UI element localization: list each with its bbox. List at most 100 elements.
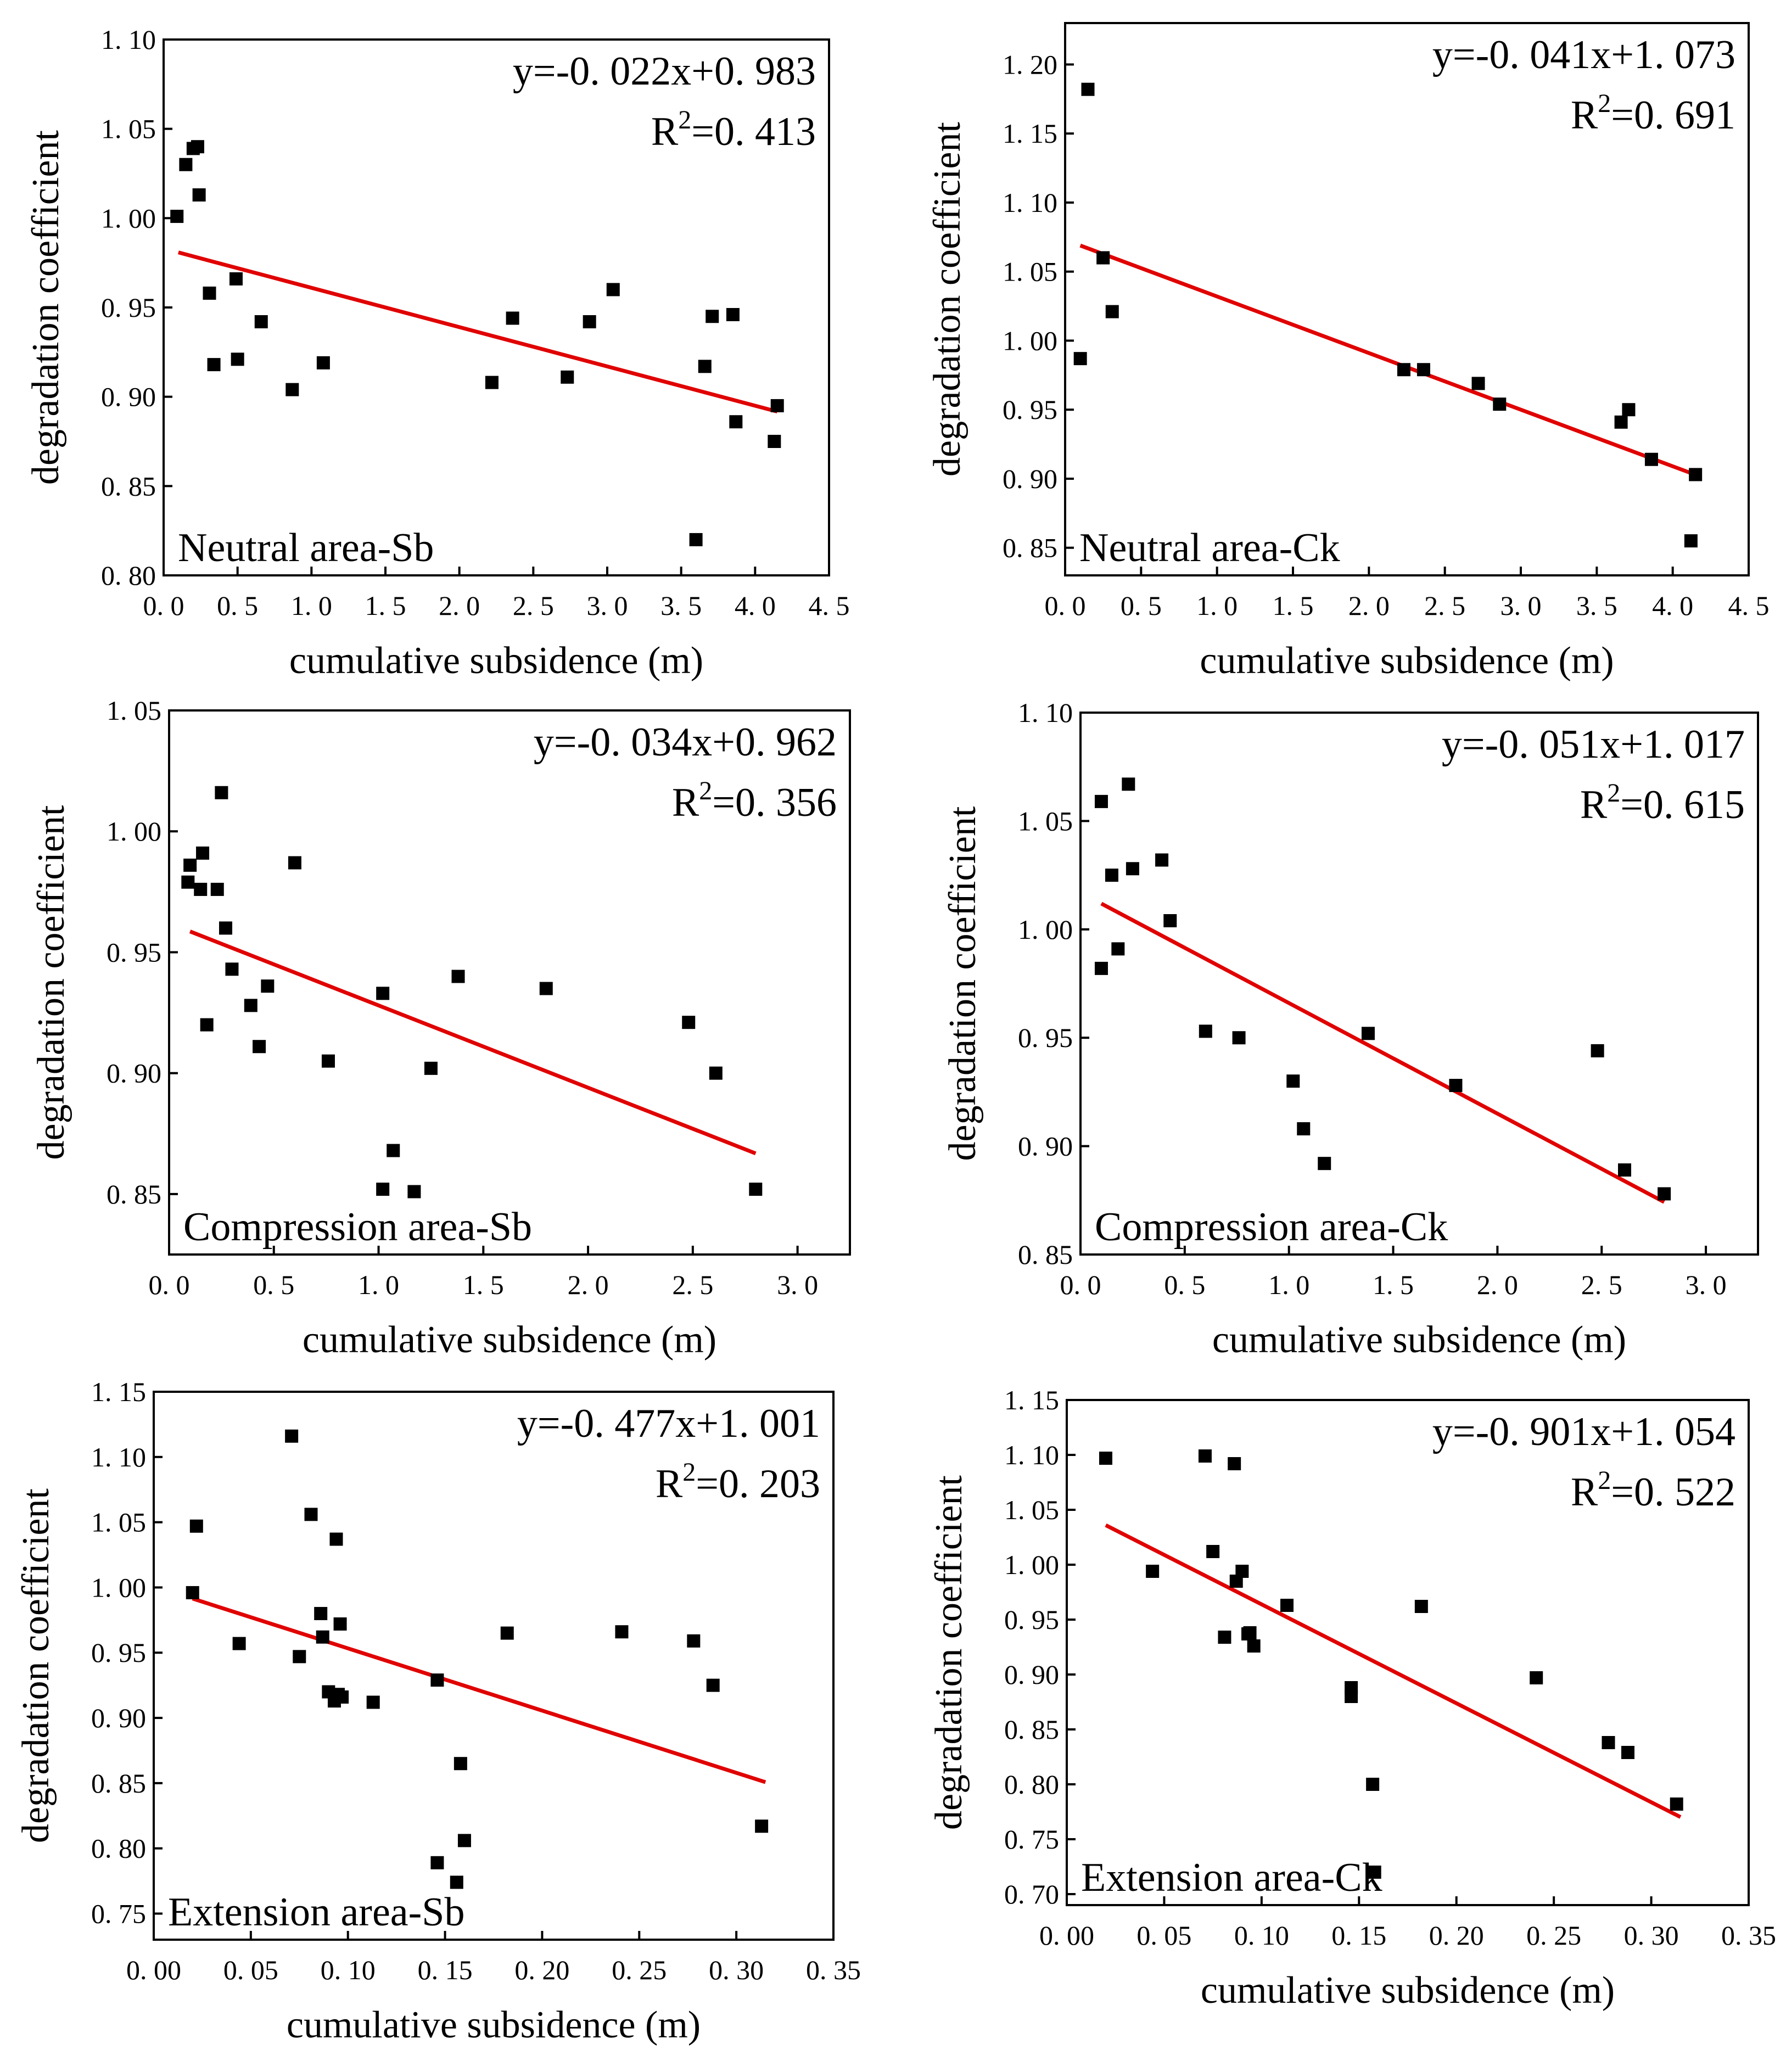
x-tick-label: 0. 30 [709, 1955, 764, 1985]
x-tick-label: 4. 5 [1728, 590, 1770, 621]
data-point [1094, 794, 1108, 808]
y-tick-label: 1. 05 [91, 1507, 146, 1538]
data-point [254, 315, 268, 329]
x-tick-label: 0. 20 [1429, 1920, 1484, 1951]
y-axis-title: degradation coefficient [926, 122, 968, 477]
data-point [1286, 1074, 1300, 1088]
data-point [1155, 853, 1169, 867]
x-axis-title: cumulative subsidence (m) [1200, 640, 1614, 682]
r-squared-symbol: R [656, 1461, 683, 1507]
r-squared-exponent: 2 [682, 1458, 696, 1487]
data-point [1414, 1600, 1428, 1613]
data-point [304, 1508, 318, 1521]
y-axis-title: degradation coefficient [30, 805, 72, 1160]
y-axis-title: degradation coefficient [25, 130, 67, 485]
x-tick-label: 0. 00 [126, 1955, 181, 1985]
y-tick-label: 0. 90 [1003, 463, 1057, 494]
data-point [706, 1678, 720, 1692]
plot-frame [1064, 22, 1750, 576]
x-tick-label: 1. 5 [1273, 590, 1314, 621]
r-squared-exponent: 2 [1598, 89, 1611, 118]
data-point [606, 283, 620, 296]
data-point [1163, 914, 1177, 928]
x-tick-label: 0. 5 [1164, 1269, 1205, 1300]
panel-extension-sb: 0. 00 0. 05 0. 10 0. 15 0. 20 0. 25 0. 30 0. 35… [15, 1376, 861, 2046]
data-point [376, 1183, 390, 1196]
data-point [689, 533, 703, 546]
data-point [726, 308, 740, 322]
x-axis-title: cumulative subsidence (m) [287, 2004, 701, 2046]
x-tick-label: 0. 0 [149, 1269, 190, 1300]
panel-neutral-sb: 0. 0 0. 5 1. 0 1. 5 2. 0 2. 5 3. 0 3. 5 4. 0 4. 5… [25, 24, 850, 682]
r-squared-symbol: R [651, 109, 679, 154]
y-tick-label: 0. 85 [101, 471, 156, 501]
data-point [229, 272, 243, 285]
y-tick-label: 1. 00 [1003, 325, 1057, 356]
r-squared-value: =0. 615 [1620, 782, 1745, 827]
x-tick-label: 0. 15 [418, 1955, 473, 1985]
data-point [1094, 961, 1108, 975]
r-squared-value: =0. 522 [1611, 1470, 1735, 1515]
y-tick-label: 1. 00 [101, 203, 156, 233]
r-squared-value: =0. 203 [696, 1461, 820, 1507]
y-tick-label: 0. 90 [107, 1058, 161, 1089]
data-point [709, 1066, 723, 1080]
r-squared-symbol: R [1580, 782, 1608, 827]
data-point [1073, 352, 1087, 366]
data-point [729, 415, 743, 429]
data-point [1218, 1631, 1231, 1644]
y-tick-label: 0. 95 [1018, 1022, 1073, 1053]
x-tick-label: 0. 00 [1039, 1920, 1094, 1951]
y-tick-label: 0. 95 [101, 292, 156, 323]
data-point [387, 1144, 400, 1157]
data-point [1644, 452, 1658, 466]
data-point [285, 383, 299, 396]
x-tick-label: 1. 5 [365, 590, 406, 621]
data-point [1105, 305, 1119, 318]
data-point [1368, 1866, 1381, 1879]
r-squared-symbol: R [1571, 1470, 1598, 1515]
x-tick-label: 2. 5 [1424, 590, 1465, 621]
x-tick-label: 2. 0 [1348, 590, 1390, 621]
y-tick-label: 0. 85 [107, 1179, 161, 1209]
x-tick-label: 0. 20 [514, 1955, 569, 1985]
x-tick-label: 4. 5 [809, 590, 850, 621]
x-tick-label: 4. 0 [1652, 590, 1693, 621]
data-point [186, 1586, 199, 1599]
y-tick-label: 0. 85 [1003, 533, 1057, 563]
r-squared: R2=0. 691 [1571, 89, 1735, 138]
data-point [1591, 1044, 1604, 1057]
r-squared-value: =0. 356 [712, 780, 837, 825]
data-point [1417, 363, 1430, 377]
data-point [583, 315, 596, 329]
x-tick-label: 3. 0 [587, 590, 628, 621]
plot-frame [153, 1391, 835, 1941]
x-tick-label: 0. 0 [1045, 590, 1086, 621]
data-point [285, 1429, 299, 1443]
regression-equation: y=-0. 022x+0. 983 [513, 49, 816, 94]
data-point [183, 858, 197, 872]
x-tick-label: 0. 25 [612, 1955, 667, 1985]
data-point [1318, 1157, 1331, 1171]
x-tick-label: 2. 5 [1581, 1269, 1622, 1300]
data-point [1146, 1565, 1160, 1578]
plot-frame [1066, 1399, 1750, 1906]
data-point [749, 1183, 763, 1196]
regression-equation: y=-0. 034x+0. 962 [534, 720, 837, 765]
panel-compression-ck: 0. 0 0. 5 1. 0 1. 5 2. 0 2. 5 3. 0 0. 85 0. 90 0.… [942, 697, 1759, 1361]
data-point [1617, 1163, 1631, 1177]
y-tick-label: 0. 90 [1018, 1131, 1073, 1162]
r-squared: R2=0. 356 [672, 776, 837, 825]
x-tick-label: 0. 5 [1121, 590, 1162, 621]
y-axis-title: degradation coefficient [928, 1475, 970, 1830]
y-tick-label: 1. 05 [1003, 256, 1057, 287]
data-point [1247, 1639, 1261, 1653]
plot-frame [168, 709, 851, 1256]
r-squared-symbol: R [1571, 93, 1598, 138]
y-tick-label: 1. 05 [1018, 805, 1073, 836]
data-point [682, 1016, 696, 1029]
y-tick-label: 1. 10 [91, 1442, 146, 1472]
y-tick-label: 0. 70 [1004, 1879, 1059, 1909]
y-tick-label: 1. 20 [1003, 49, 1057, 80]
data-point [1099, 1452, 1112, 1465]
